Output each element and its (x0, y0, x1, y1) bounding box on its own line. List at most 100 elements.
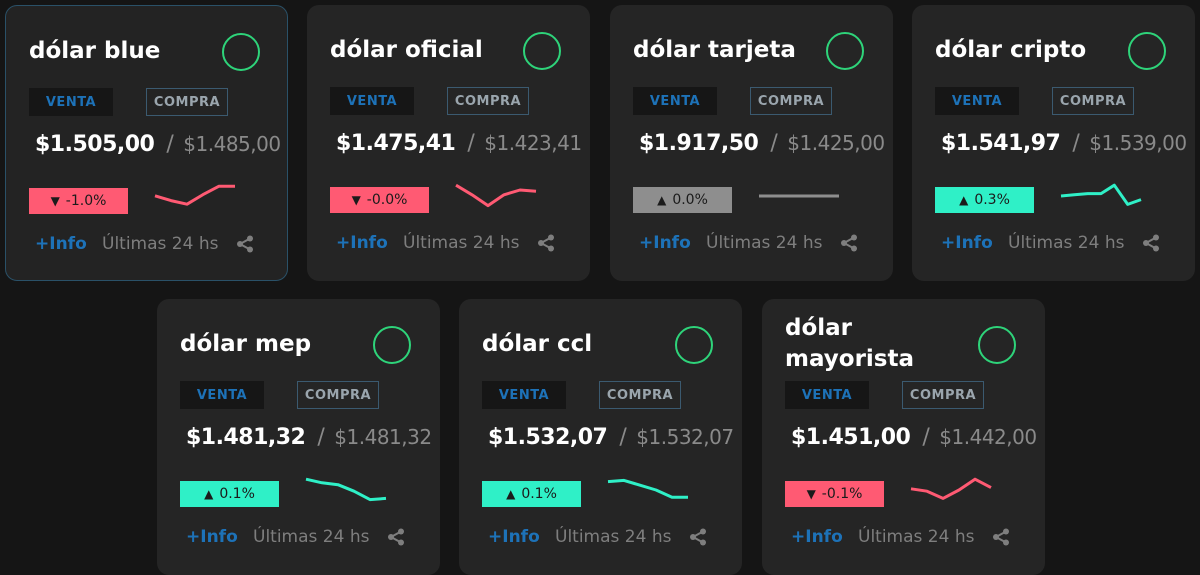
more-info-link[interactable]: +Info (488, 527, 540, 547)
tab-venta[interactable]: VENTA (935, 87, 1019, 115)
sell-price: $1.481,32 (186, 425, 306, 450)
buy-price: $1.539,00 (1089, 131, 1187, 155)
share-icon[interactable] (840, 234, 858, 252)
quote-card-dolar-mayorista[interactable]: dólar mayorista VENTA COMPRA $1.451,00/$… (762, 299, 1045, 575)
share-icon[interactable] (992, 528, 1010, 546)
sparkline-series (910, 477, 992, 500)
price-divider: / (166, 132, 174, 157)
triangle-up-icon: ▲ (657, 193, 667, 207)
price-row: $1.532,07 / $1.532,07 (488, 425, 734, 450)
status-indicator-icon (523, 32, 561, 70)
sell-price: $1.505,00 (35, 132, 155, 157)
triangle-up-icon: ▲ (506, 487, 516, 501)
sparkline-chart (910, 477, 992, 500)
status-indicator-icon (1128, 32, 1166, 70)
share-icon[interactable] (236, 235, 254, 253)
tab-compra[interactable]: COMPRA (297, 381, 379, 409)
sparkline-chart (154, 184, 235, 206)
change-badge: ▼ -1.0% (29, 188, 128, 214)
change-badge: ▼ -0.0% (330, 187, 429, 213)
tab-compra[interactable]: COMPRA (902, 381, 984, 409)
sparkline-series (607, 478, 688, 499)
triangle-up-icon: ▲ (204, 487, 214, 501)
status-indicator-icon (373, 326, 411, 364)
tab-venta[interactable]: VENTA (29, 88, 113, 116)
sparkline-series (455, 183, 537, 208)
period-label: Últimas 24 hs (555, 527, 672, 547)
quote-card-dolar-oficial[interactable]: dólar oficial VENTA COMPRA $1.475,41/$1.… (307, 5, 590, 281)
tab-venta[interactable]: VENTA (482, 381, 566, 409)
card-title: dólar mep (180, 331, 312, 357)
quote-card-dolar-mep[interactable]: dólar mep VENTA COMPRA $1.481,32/$1.481,… (157, 299, 440, 575)
tab-compra[interactable]: COMPRA (750, 87, 832, 115)
change-badge: ▼ -0.1% (785, 481, 884, 507)
card-title: dólar cripto (935, 37, 1087, 63)
more-info-link[interactable]: +Info (941, 233, 993, 253)
period-label: Últimas 24 hs (706, 233, 823, 253)
quote-card-dolar-cripto[interactable]: dólar cripto VENTA COMPRA $1.541,97 / $1.5… (912, 5, 1195, 281)
buy-price: $1.485,00 (183, 132, 281, 156)
triangle-down-icon: ▼ (806, 487, 816, 501)
buy-price: $1.423,41 (484, 131, 582, 155)
quote-card-dolar-ccl[interactable]: dólar ccl VENTA COMPRA $1.532,07/$1.532,… (459, 299, 742, 575)
price-row: $1.917,50 / $1.425,00 (639, 131, 885, 156)
sell-price: $1.917,50 (639, 131, 759, 156)
price-row: $1.481,32 / $1.481,32 (186, 425, 432, 450)
status-indicator-icon (675, 326, 713, 364)
change-badge: ▲ 0.3% (935, 187, 1034, 213)
sell-price: $1.451,00 (791, 425, 911, 450)
change-percent: 0.1% (521, 486, 557, 502)
card-title: dólar ccl (482, 331, 593, 357)
price-divider: / (467, 131, 475, 156)
tab-venta[interactable]: VENTA (180, 381, 264, 409)
tab-compra[interactable]: COMPRA (447, 87, 529, 115)
period-label: Últimas 24 hs (403, 233, 520, 253)
period-label: Últimas 24 hs (1008, 233, 1125, 253)
price-row: $1.451,00 / $1.442,00 (791, 425, 1037, 450)
sparkline-chart (455, 183, 537, 208)
sell-price: $1.541,97 (941, 131, 1061, 156)
status-indicator-icon (222, 33, 260, 71)
triangle-down-icon: ▼ (50, 194, 60, 208)
more-info-link[interactable]: +Info (791, 527, 843, 547)
tab-venta[interactable]: VENTA (633, 87, 717, 115)
tab-compra[interactable]: COMPRA (599, 381, 681, 409)
share-icon[interactable] (537, 234, 555, 252)
price-divider: / (1072, 131, 1080, 156)
change-percent: 0.0% (672, 192, 708, 208)
more-info-link[interactable]: +Info (186, 527, 238, 547)
buy-price: $1.532,07 (636, 425, 734, 449)
card-title: dólar oficial (330, 37, 483, 63)
card-title: dólar mayorista (785, 315, 915, 372)
more-info-link[interactable]: +Info (639, 233, 691, 253)
share-icon[interactable] (1142, 234, 1160, 252)
sparkline-series (305, 477, 387, 502)
tab-venta[interactable]: VENTA (330, 87, 414, 115)
price-row: $1.475,41 / $1.423,41 (336, 131, 582, 156)
quote-card-dolar-blue[interactable]: dólar blue VENTA COMPRA $1.505,00 / $1.485… (5, 5, 288, 281)
more-info-link[interactable]: +Info (336, 233, 388, 253)
share-icon[interactable] (689, 528, 707, 546)
price-row: $1.505,00 / $1.485,00 (35, 132, 281, 157)
triangle-up-icon: ▲ (959, 193, 969, 207)
price-divider: / (922, 425, 930, 450)
change-percent: 0.3% (974, 192, 1010, 208)
price-divider: / (619, 425, 627, 450)
buy-price: $1.442,00 (939, 425, 1037, 449)
tab-compra[interactable]: COMPRA (146, 88, 228, 116)
buy-price: $1.425,00 (787, 131, 885, 155)
card-title: dólar tarjeta (633, 37, 796, 63)
more-info-link[interactable]: +Info (35, 234, 87, 254)
tab-venta[interactable]: VENTA (785, 381, 869, 409)
change-badge: ▲ 0.1% (482, 481, 581, 507)
price-divider: / (770, 131, 778, 156)
sparkline-series (154, 184, 235, 206)
period-label: Últimas 24 hs (102, 234, 219, 254)
share-icon[interactable] (387, 528, 405, 546)
quote-card-dolar-tarjeta[interactable]: dólar tarjeta VENTA COMPRA $1.917,50/$1.… (610, 5, 893, 281)
period-label: Últimas 24 hs (858, 527, 975, 547)
triangle-down-icon: ▼ (351, 193, 361, 207)
buy-price: $1.481,32 (334, 425, 432, 449)
change-percent: 0.1% (219, 486, 255, 502)
tab-compra[interactable]: COMPRA (1052, 87, 1134, 115)
